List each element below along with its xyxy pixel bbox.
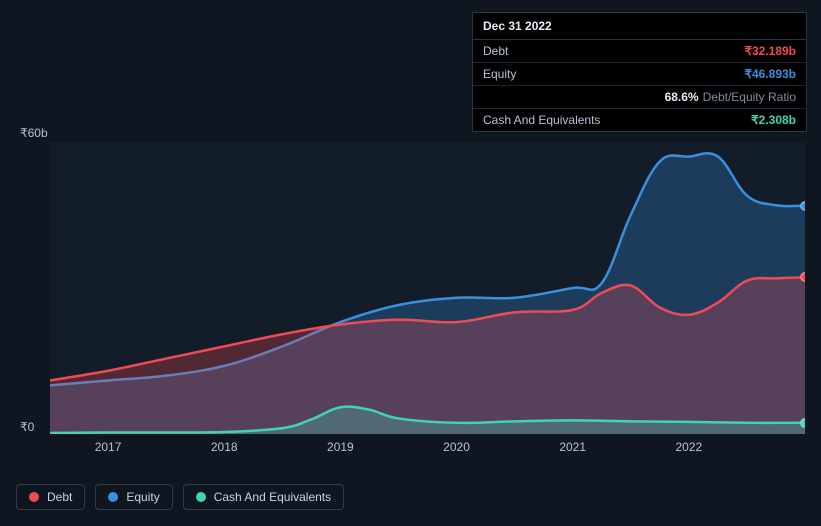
legend-item[interactable]: Cash And Equivalents: [183, 484, 344, 510]
series-end-marker: [800, 201, 805, 211]
x-tick-label: 2019: [327, 440, 354, 454]
x-tick-label: 2018: [211, 440, 238, 454]
legend-label: Equity: [126, 490, 159, 504]
series-end-marker: [800, 418, 805, 428]
y-tick-label: ₹60b: [20, 126, 48, 140]
chart: ₹60b ₹0 2017 2018 2019 2020 2021 2022: [16, 124, 805, 504]
tooltip-row-value: ₹2.308b: [751, 113, 796, 127]
tooltip-row-value: ₹32.189b: [744, 44, 796, 58]
x-axis: 2017 2018 2019 2020 2021 2022: [50, 436, 805, 456]
tooltip-row: Cash And Equivalents₹2.308b: [473, 108, 806, 131]
tooltip-row: Equity₹46.893b: [473, 62, 806, 85]
plot-area: [50, 142, 805, 434]
x-tick-label: 2020: [443, 440, 470, 454]
x-tick-label: 2022: [675, 440, 702, 454]
tooltip-date: Dec 31 2022: [473, 13, 806, 40]
tooltip-panel: Dec 31 2022 Debt₹32.189bEquity₹46.893b 6…: [472, 12, 807, 132]
legend-label: Cash And Equivalents: [214, 490, 331, 504]
legend-dot-icon: [29, 492, 39, 502]
tooltip-row: 68.6%Debt/Equity Ratio: [473, 85, 806, 108]
tooltip-row-sub: Debt/Equity Ratio: [703, 90, 796, 104]
legend-item[interactable]: Equity: [95, 484, 172, 510]
legend-dot-icon: [108, 492, 118, 502]
legend-label: Debt: [47, 490, 72, 504]
y-tick-label: ₹0: [20, 420, 34, 434]
legend: Debt Equity Cash And Equivalents: [16, 484, 344, 510]
tooltip-row-label: [483, 90, 665, 104]
legend-item[interactable]: Debt: [16, 484, 85, 510]
tooltip-row: Debt₹32.189b: [473, 40, 806, 62]
tooltip-row-value: ₹46.893b: [744, 67, 796, 81]
x-tick-label: 2017: [95, 440, 122, 454]
legend-dot-icon: [196, 492, 206, 502]
x-tick-label: 2021: [559, 440, 586, 454]
series-end-marker: [800, 272, 805, 282]
tooltip-row-label: Debt: [483, 44, 744, 58]
tooltip-row-label: Cash And Equivalents: [483, 113, 751, 127]
tooltip-row-label: Equity: [483, 67, 744, 81]
tooltip-row-value: 68.6%Debt/Equity Ratio: [665, 90, 796, 104]
